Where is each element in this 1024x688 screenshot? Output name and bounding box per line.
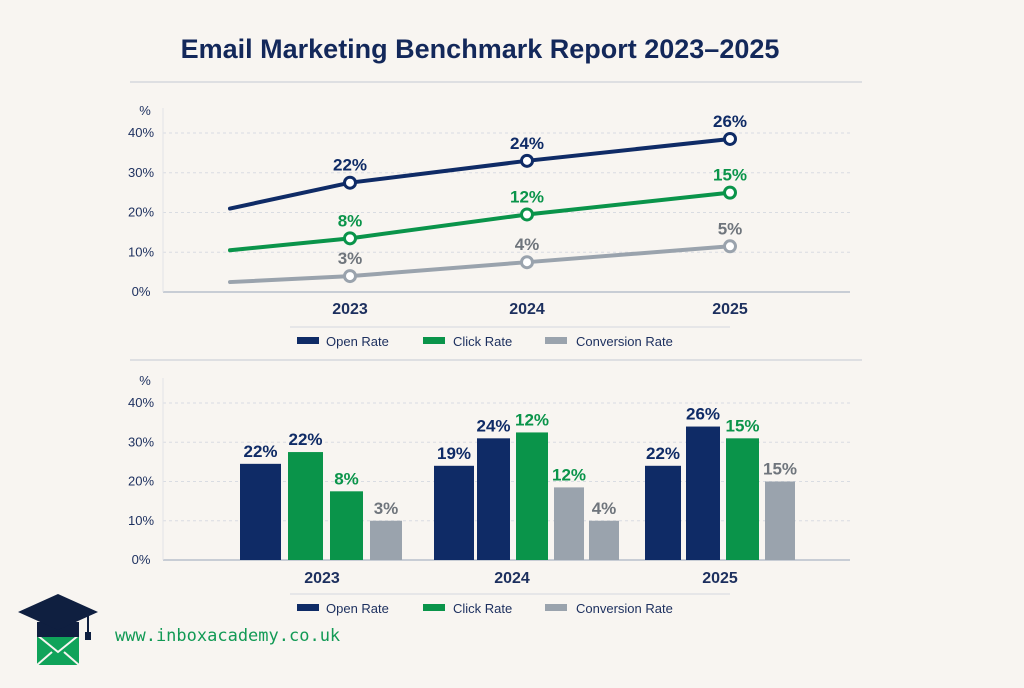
line-chart: % 0% 10% 20% 30% 40% 2023 2024 2025 Open Rate Clic…: [128, 103, 850, 349]
y-tick-label: 10%: [128, 513, 154, 528]
bar-click: [726, 438, 759, 560]
x-tick-label: 2025: [712, 301, 748, 318]
bar-label-click: 15%: [725, 416, 759, 435]
bar-label-open: 19%: [437, 444, 471, 463]
data-point-conversion: [343, 269, 357, 284]
bar-click: [330, 491, 363, 560]
legend-swatch-open: [297, 337, 319, 344]
logo: [18, 594, 98, 666]
data-label-open: 24%: [510, 134, 544, 153]
legend-swatch-open: [297, 604, 319, 611]
y-axis-unit: %: [139, 103, 151, 118]
website-link[interactable]: www.inboxacademy.co.uk: [115, 626, 340, 646]
bar-open: [686, 426, 720, 560]
data-label-open: 22%: [333, 156, 367, 175]
data-point-click: [520, 207, 534, 222]
x-tick-label: 2023: [332, 301, 368, 318]
legend-label-click: Click Rate: [453, 334, 512, 349]
legend-swatch-conversion: [545, 604, 567, 611]
x-tick-label: 2023: [304, 570, 340, 587]
data-point-click: [723, 185, 737, 200]
y-tick-label: 0%: [132, 552, 151, 567]
series-line-open: [228, 136, 732, 211]
data-point-conversion: [520, 255, 534, 270]
y-tick-label: 40%: [128, 125, 154, 140]
y-tick-label: 40%: [128, 395, 154, 410]
bar-chart: % 0% 10% 20% 30% 40% 2023 2024 2025 Open Rate Clic…: [128, 373, 850, 616]
graduation-cap-envelope-icon: [18, 594, 98, 666]
bar-label-open: 26%: [686, 405, 720, 424]
bar-open: [434, 465, 474, 560]
bar-label-conversion: 12%: [552, 465, 586, 484]
bar-conversion: [370, 520, 402, 560]
series-line-click: [228, 190, 732, 253]
legend-label-conversion: Conversion Rate: [576, 334, 673, 349]
legend-swatch-conversion: [545, 337, 567, 344]
y-tick-label: 20%: [128, 474, 154, 489]
bar-conversion: [765, 481, 795, 560]
y-tick-label: 0%: [132, 284, 151, 299]
y-tick-label: 20%: [128, 205, 154, 220]
chart-title: Email Marketing Benchmark Report 2023–20…: [181, 34, 780, 64]
bar-label-click: 22%: [288, 430, 322, 449]
y-axis-unit: %: [139, 373, 151, 388]
data-label-conversion: 4%: [515, 235, 540, 254]
series-line-conversion: [228, 244, 732, 285]
y-tick-label: 30%: [128, 434, 154, 449]
data-point-conversion: [723, 239, 737, 254]
x-tick-label: 2024: [494, 570, 530, 587]
bar-open: [645, 465, 681, 560]
y-tick-label: 10%: [128, 244, 154, 259]
bar-label-open: 22%: [243, 442, 277, 461]
data-label-click: 12%: [510, 187, 544, 206]
x-tick-label: 2025: [702, 570, 738, 587]
legend-swatch-click: [423, 337, 445, 344]
data-point-open: [723, 131, 737, 146]
data-point-click: [343, 231, 357, 246]
bar-label-open: 22%: [646, 444, 680, 463]
legend-label-open: Open Rate: [326, 334, 389, 349]
bar-conversion: [589, 520, 619, 560]
bar-label-conversion: 3%: [374, 499, 399, 518]
legend-label-open: Open Rate: [326, 601, 389, 616]
data-label-open: 26%: [713, 112, 747, 131]
data-label-click: 8%: [338, 211, 363, 230]
bar-label-click: 8%: [334, 469, 359, 488]
legend-label-conversion: Conversion Rate: [576, 601, 673, 616]
legend-label-click: Click Rate: [453, 601, 512, 616]
legend-swatch-click: [423, 604, 445, 611]
data-point-open: [520, 153, 534, 168]
bar-open: [240, 463, 281, 560]
bar-open: [477, 438, 510, 560]
bar-click: [516, 432, 548, 560]
data-label-conversion: 3%: [338, 249, 363, 268]
data-point-open: [343, 175, 357, 190]
data-label-click: 15%: [713, 166, 747, 185]
bar-label-conversion: 15%: [763, 460, 797, 479]
data-label-conversion: 5%: [718, 219, 743, 238]
bar-label-conversion: 4%: [592, 499, 617, 518]
y-tick-label: 30%: [128, 165, 154, 180]
bar-click: [288, 452, 323, 560]
bar-conversion: [554, 487, 584, 560]
x-tick-label: 2024: [509, 301, 545, 318]
bar-label-click: 12%: [515, 410, 549, 429]
bar-label-open: 24%: [476, 416, 510, 435]
